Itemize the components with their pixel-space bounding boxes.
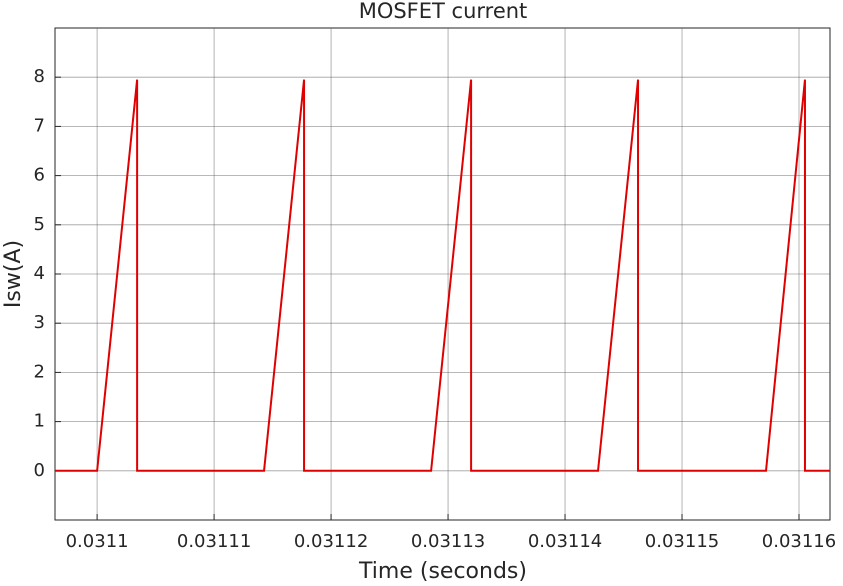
y-axis-label: Isw(A)	[1, 240, 26, 308]
x-tick-label: 0.03113	[411, 531, 485, 552]
data-line	[55, 79, 830, 472]
x-tick-label: 0.03116	[762, 531, 836, 552]
x-tick-label: 0.03112	[294, 531, 368, 552]
y-tick-label: 1	[34, 411, 45, 432]
y-tick-label: 3	[34, 312, 45, 333]
y-tick-label: 8	[34, 66, 45, 87]
y-tick-label: 7	[34, 115, 45, 136]
y-tick-label: 2	[34, 361, 45, 382]
x-axis-label: Time (seconds)	[358, 559, 527, 584]
x-tick-label: 0.03115	[645, 531, 719, 552]
y-tick-label: 0	[34, 460, 45, 481]
y-tick-label: 4	[34, 263, 45, 284]
x-tick-label: 0.03114	[528, 531, 602, 552]
x-tick-label: 0.03111	[177, 531, 251, 552]
y-tick-label: 6	[34, 165, 45, 186]
chart-title: MOSFET current	[359, 0, 528, 23]
x-tick-label: 0.0311	[66, 531, 129, 552]
y-tick-label: 5	[34, 214, 45, 235]
